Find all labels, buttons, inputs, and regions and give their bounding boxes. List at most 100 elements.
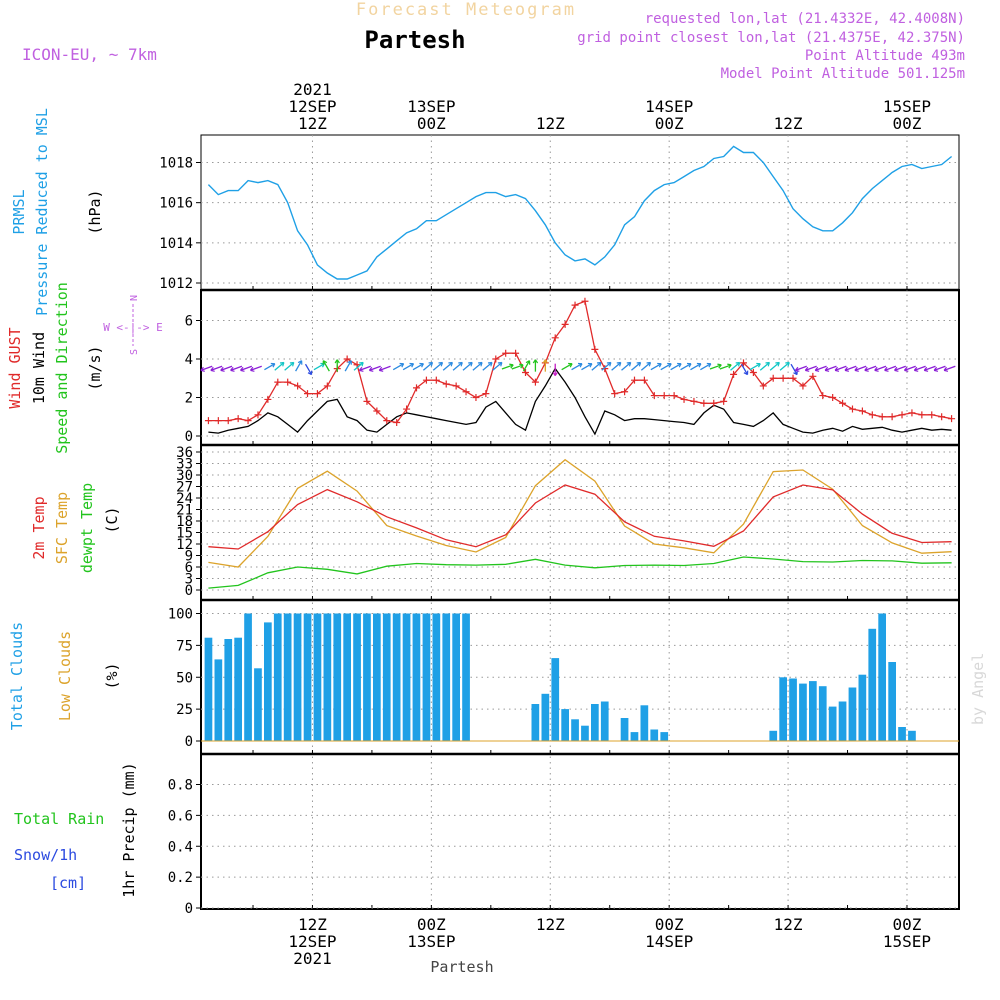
wind-gust-marker xyxy=(373,407,381,415)
wind-direction-arrowhead xyxy=(884,366,889,372)
wind-direction-arrow xyxy=(304,363,313,375)
wind-direction-arrow xyxy=(914,365,926,372)
bottom-time-label: 12Z xyxy=(536,915,565,934)
wind-gust-marker xyxy=(234,415,242,423)
wind-gust-marker xyxy=(304,390,312,398)
temp-series-2m-temp xyxy=(208,484,952,550)
wind-direction-arrowhead xyxy=(438,361,444,367)
wind-direction-arrow xyxy=(369,365,381,372)
bottom-time-label-line: 00Z xyxy=(893,915,922,934)
header-point-altitude: Point Altitude 493m xyxy=(805,48,965,64)
y-tick-label: 100 xyxy=(168,607,193,623)
wind-direction-arrow xyxy=(344,360,352,372)
wind-gust-marker xyxy=(749,368,757,376)
cloud-bar xyxy=(600,701,609,741)
panel-frame-wind xyxy=(200,289,960,446)
wind-direction-arrowhead xyxy=(727,363,732,369)
y-tick-label: 3 xyxy=(185,572,193,588)
wind-direction-arrow xyxy=(854,365,867,372)
wind-gust-marker xyxy=(700,399,708,407)
precip-ylabel-unit: 1hr Precip (mm) xyxy=(120,762,138,897)
y-tick-label: 15 xyxy=(176,526,193,542)
y-tick-label: 33 xyxy=(176,457,193,473)
cloud-bar xyxy=(244,613,252,741)
wind-direction-arrow xyxy=(740,363,749,375)
wind-direction-arrow xyxy=(749,363,761,371)
y-tick-label: 1012 xyxy=(159,276,193,292)
cloud-bar xyxy=(908,730,916,741)
cloud-bar xyxy=(442,613,451,741)
cloud-bar xyxy=(333,613,342,741)
top-time-label-line: 12Z xyxy=(298,114,327,133)
top-time-label: 12Z xyxy=(774,114,803,133)
wind-gust-marker xyxy=(452,382,460,390)
wind-gust-marker xyxy=(581,297,589,305)
wind-direction-arrow xyxy=(220,365,233,372)
cloud-bar xyxy=(422,613,431,741)
wind-direction-arrowhead xyxy=(458,361,463,367)
cloud-bar xyxy=(541,693,550,741)
wind-ylabel-speed-dir: Speed and Direction xyxy=(53,282,71,454)
cloud-bar xyxy=(581,725,589,741)
wind-direction-arrow xyxy=(795,365,807,372)
wind-direction-arrowhead xyxy=(894,366,899,372)
wind-direction-arrow xyxy=(709,364,722,370)
cloud-bar xyxy=(531,704,540,741)
wind-direction-arrow xyxy=(815,365,827,372)
cloud-bar xyxy=(551,658,560,741)
wind-gust-marker xyxy=(858,407,866,415)
wind-gust-marker xyxy=(512,349,520,357)
wind-direction-arrowhead xyxy=(200,366,205,372)
wind-gust-marker xyxy=(502,349,510,357)
wind-gust-marker xyxy=(462,388,470,396)
compass-rose-label: W <-|-> E xyxy=(103,321,163,334)
wind-direction-arrow xyxy=(943,365,956,372)
wind-direction-arrow xyxy=(402,363,414,371)
wind-gust-marker xyxy=(214,417,222,425)
footer-location: Partesh xyxy=(430,958,493,976)
wind-gust-marker xyxy=(442,380,450,388)
wind-gust-marker xyxy=(561,320,569,328)
wind-direction-arrowhead xyxy=(210,366,215,372)
wind-direction-arrowhead xyxy=(519,363,524,369)
wind-direction-arrowhead xyxy=(686,362,692,368)
temp-ylabel-unit: (C) xyxy=(103,506,121,533)
wind-gust-marker xyxy=(670,392,678,400)
wind-gust-marker xyxy=(294,382,302,390)
cloud-bar xyxy=(402,613,411,741)
header-grid-coords: grid point closest lon,lat (21.4375E, 42… xyxy=(577,30,965,46)
wind-direction-arrow xyxy=(501,364,514,370)
wind-direction-arrowhead xyxy=(448,361,453,367)
y-tick-label: 0.4 xyxy=(168,839,193,855)
wind-direction-arrowhead xyxy=(765,361,770,367)
wind-direction-arrow xyxy=(621,362,632,371)
wind-gust-marker xyxy=(244,417,252,425)
cloud-bar xyxy=(591,704,599,741)
pressure-ylabel-prmsl: PRMSL xyxy=(10,189,28,234)
wind-direction-arrow xyxy=(601,362,612,371)
wind-direction-arrowhead xyxy=(577,362,583,368)
cloud-bar xyxy=(858,674,867,741)
wind-direction-arrowhead xyxy=(240,366,245,372)
wind-direction-arrowhead xyxy=(616,361,622,367)
bottom-time-label-line: 14SEP xyxy=(645,932,693,951)
wind-direction-arrow xyxy=(824,365,837,372)
wind-direction-arrow xyxy=(432,362,443,371)
wind-gust-marker xyxy=(720,397,728,405)
pressure-ylabel-desc: Pressure Reduced to MSL xyxy=(33,108,51,316)
wind-direction-arrowhead xyxy=(696,362,702,368)
wind-gust-marker xyxy=(819,392,827,400)
y-tick-label: 1014 xyxy=(159,236,193,252)
y-tick-label: 9 xyxy=(185,549,193,565)
y-tick-label: 25 xyxy=(176,702,193,718)
wind-gust-marker xyxy=(323,382,331,390)
cloud-bar xyxy=(392,613,401,741)
wind-direction-arrow xyxy=(640,362,651,371)
bottom-time-label-line: 12SEP xyxy=(288,932,336,951)
wind-direction-arrow xyxy=(240,365,253,372)
wind-direction-arrow xyxy=(805,365,817,372)
wind-direction-arrow xyxy=(442,362,453,371)
